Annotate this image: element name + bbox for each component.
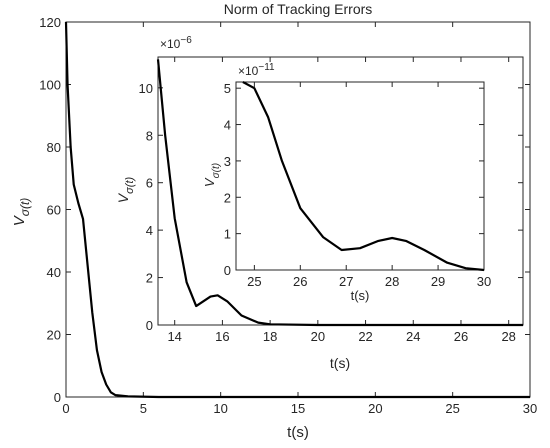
- x-tick-label: 29: [431, 274, 445, 289]
- x-tick-label: 26: [454, 329, 468, 344]
- y-multiplier-exponent: −6: [180, 35, 192, 46]
- y-axis-label: Vσ(t): [202, 163, 222, 187]
- y-tick-label: 4: [224, 118, 231, 133]
- y-tick-label: 10: [139, 81, 153, 96]
- y-tick-label: 80: [47, 140, 61, 155]
- y-tick-label: 0: [146, 318, 153, 333]
- x-tick-label: 20: [311, 329, 325, 344]
- y-axis-label-main: V: [202, 177, 217, 187]
- y-tick-label: 40: [47, 265, 61, 280]
- x-tick-label: 14: [167, 329, 181, 344]
- y-axis-label: Vσ(t): [11, 198, 32, 227]
- y-axis-label-main: V: [115, 192, 131, 203]
- x-tick-label: 25: [445, 401, 459, 416]
- data-line: [156, 59, 523, 327]
- y-multiplier-base: ×10: [160, 37, 181, 51]
- x-tick-label: 30: [477, 274, 491, 289]
- y-tick-label: 0: [54, 390, 61, 405]
- x-tick-label: 28: [501, 329, 515, 344]
- x-tick-label: 24: [406, 329, 420, 344]
- y-multiplier-exponent: −11: [258, 62, 275, 73]
- x-axis-label: t(s): [351, 288, 370, 303]
- y-tick-label: 5: [224, 81, 231, 96]
- y-tick-label: 100: [39, 78, 61, 93]
- data-line: [64, 21, 530, 399]
- x-tick-label: 16: [215, 329, 229, 344]
- x-tick-label: 22: [358, 329, 372, 344]
- x-tick-label: 26: [293, 274, 307, 289]
- x-axis-label: t(s): [287, 424, 309, 441]
- y-tick-label: 2: [146, 271, 153, 286]
- y-tick-label: 8: [146, 128, 153, 143]
- y-axis-label-subscript: σ(t): [18, 198, 32, 217]
- x-tick-label: 20: [368, 401, 382, 416]
- chart-title: Norm of Tracking Errors: [224, 1, 373, 17]
- x-tick-label: 25: [247, 274, 261, 289]
- x-tick-label: 15: [291, 401, 305, 416]
- x-tick-label: 27: [339, 274, 353, 289]
- y-tick-label: 2: [224, 190, 231, 205]
- x-axis-label: t(s): [330, 355, 350, 371]
- data-line: [242, 81, 485, 272]
- y-tick-label: 20: [47, 328, 61, 343]
- y-multiplier-base: ×10: [238, 64, 259, 78]
- x-tick-label: 10: [213, 401, 227, 416]
- y-axis-label-main: V: [11, 214, 28, 226]
- plot-area: [235, 81, 485, 271]
- y-tick-label: 0: [224, 263, 231, 278]
- y-tick-label: 4: [146, 223, 153, 238]
- axes: 25 26 27 28 29 30 0 1 2 3 4 5 t(s) Vσ(t) ×10−11: [202, 62, 491, 303]
- x-tick-label: 30: [523, 401, 537, 416]
- x-tick-label: 5: [140, 401, 147, 416]
- y-multiplier: ×10−11: [238, 62, 275, 78]
- y-multiplier: ×10−6: [160, 35, 192, 51]
- x-tick-label: 18: [263, 329, 277, 344]
- y-axis-label: Vσ(t): [115, 176, 136, 203]
- y-tick-label: 6: [146, 176, 153, 191]
- y-axis-label-subscript: σ(t): [124, 176, 136, 193]
- y-tick-label: 3: [224, 154, 231, 169]
- y-tick-label: 60: [47, 203, 61, 218]
- y-tick-label: 120: [39, 15, 61, 30]
- x-tick-label: 0: [62, 401, 69, 416]
- y-axis-label-subscript: σ(t): [211, 163, 222, 178]
- x-tick-label: 28: [385, 274, 399, 289]
- y-tick-label: 1: [224, 227, 231, 242]
